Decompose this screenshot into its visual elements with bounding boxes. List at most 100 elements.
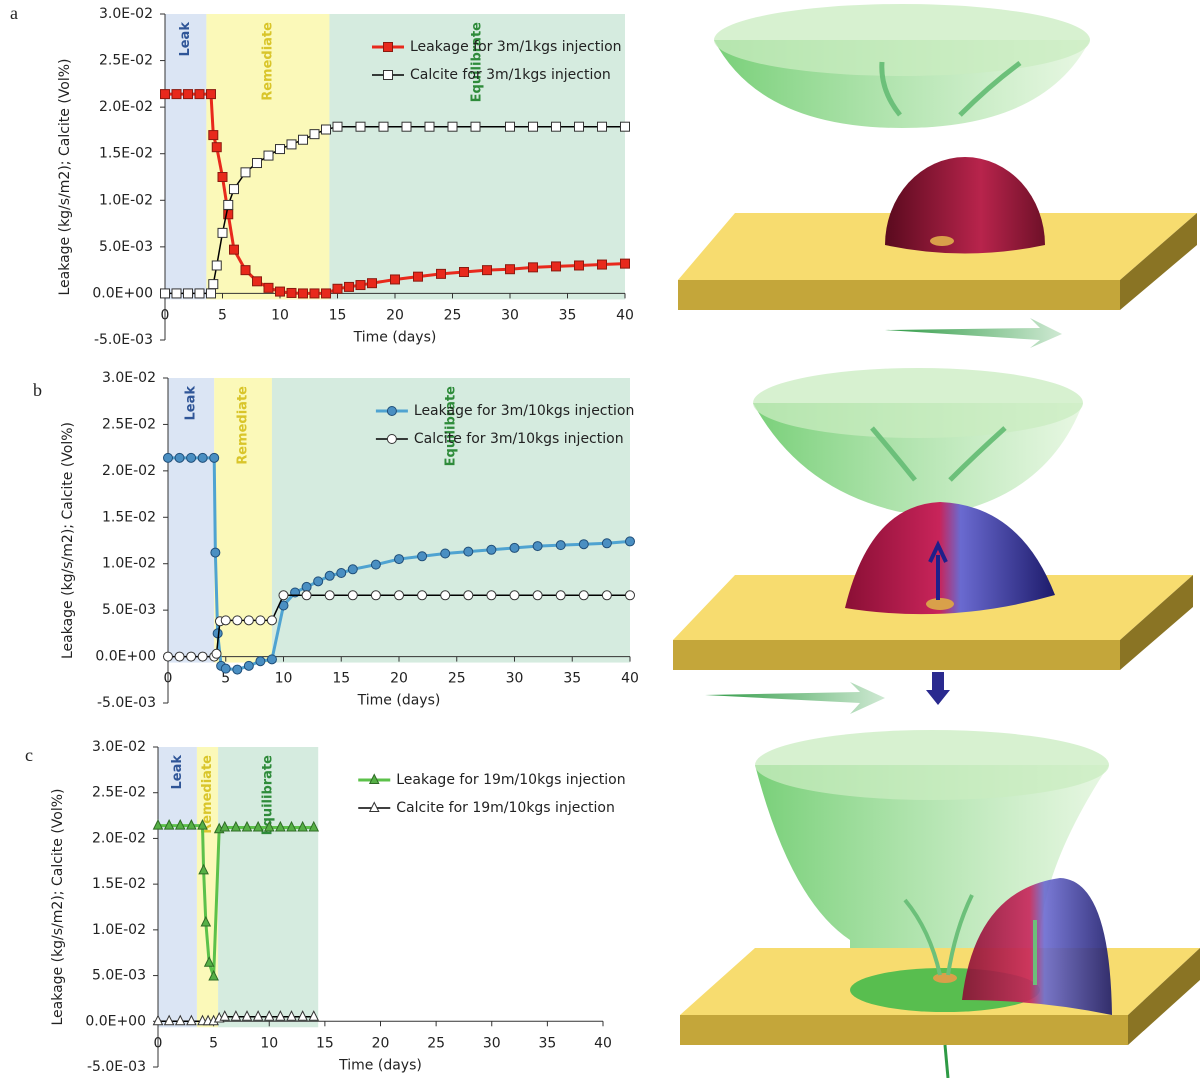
region-label: Remediate [260,22,275,101]
region [158,747,197,1028]
marker [370,590,381,601]
well [930,236,954,246]
marker [286,287,297,298]
marker [509,590,520,601]
marker [390,274,400,285]
marker [470,121,481,132]
marker [197,452,208,463]
marker [223,199,234,210]
marker [625,536,635,547]
marker [551,121,561,132]
marker [297,1010,308,1021]
marker [321,288,331,299]
chart: b Leak Remediate Equilibrate -5.0E-03 0.0E+00… [33,370,639,711]
panel-label: b [33,380,42,400]
marker [367,278,377,289]
y-tick-label: 0.0E+00 [85,1013,146,1029]
marker [219,820,231,832]
marker [301,581,312,592]
illustrations [673,4,1200,1079]
plume-top [755,730,1109,800]
marker [208,130,219,141]
y-tick-label: 5.0E-03 [92,968,146,984]
region-label: Remediate [200,755,215,834]
legend-label: Calcite for 3m/1kgs injection [410,67,611,83]
marker [198,863,209,875]
panel-label: a [10,3,18,23]
marker [174,1014,186,1026]
region-label: Equilibrate [470,22,485,103]
x-tick-label: 5 [221,671,230,687]
marker [286,139,297,150]
transition-arrow [885,318,1062,348]
marker [486,544,497,555]
marker [298,134,308,145]
flow-arrow [903,894,1037,985]
y-tick-label: 0.0E+00 [95,649,156,665]
region-label: Leak [178,22,193,57]
marker [336,568,347,578]
x-tick-label: 0 [161,307,170,323]
marker [209,452,220,463]
marker [152,1014,164,1026]
marker [578,539,589,550]
x-tick-label: 25 [448,671,466,687]
x-tick-label: 40 [594,1035,612,1051]
marker [240,265,251,276]
x-axis-label: Time (days) [357,693,441,709]
marker [211,648,222,659]
marker [252,820,264,832]
marker [344,281,354,292]
marker [355,280,366,291]
marker [386,406,397,416]
dome [845,502,1055,615]
marker [528,262,538,273]
marker [436,268,446,279]
slab-side [1120,575,1193,670]
legend-label: Leakage for 19m/10kgs injection [396,772,625,788]
marker [208,969,219,981]
marker [174,819,186,830]
region [218,747,319,1028]
marker [601,590,612,601]
marker [394,590,404,601]
marker [532,590,543,601]
y-tick-label: -5.0E-03 [87,1059,146,1075]
marker [505,264,515,275]
marker [505,121,515,132]
marker [532,541,543,552]
marker [309,288,320,299]
slab-side [1120,213,1197,310]
marker [347,564,358,575]
marker [252,276,262,287]
x-tick-label: 25 [444,307,462,323]
marker [163,452,173,463]
x-tick-label: 10 [275,671,293,687]
marker [220,663,231,674]
plume-top [753,368,1083,438]
marker [555,590,566,601]
x-tick-label: 40 [616,307,634,323]
marker [217,172,228,182]
marker [243,660,254,671]
marker [368,801,380,812]
marker [286,820,297,832]
slab-front [678,280,1120,310]
transition-arrow [705,682,885,714]
x-tick-label: 30 [501,307,519,323]
marker [308,820,320,832]
marker [394,554,404,565]
marker [463,546,474,557]
marker [301,590,312,601]
y-tick-label: 1.5E-02 [99,146,153,162]
y-axis-label: Leakage (kg/s/m2); Calcite (Vol%) [60,422,76,659]
flow-arrow [928,540,948,600]
marker [183,288,193,299]
marker [324,570,335,581]
flow-arrow [879,60,1022,117]
marker [355,121,366,132]
x-tick-label: 5 [218,307,227,323]
marker [309,129,320,140]
marker [208,279,219,290]
y-tick-label: 1.5E-02 [102,509,156,525]
